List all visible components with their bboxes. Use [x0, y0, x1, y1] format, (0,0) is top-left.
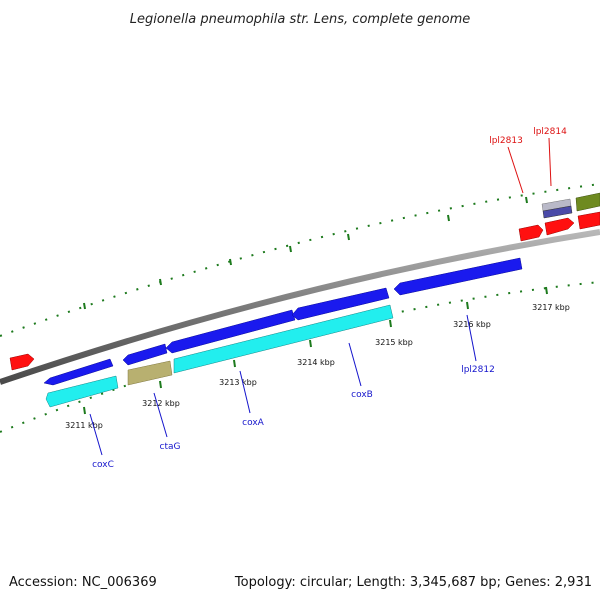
gene-label-lpl2813: lpl2813 [489, 136, 523, 146]
tick-label: 3212 kbp [142, 399, 180, 408]
gene-arrow-forward [43, 358, 114, 386]
gene-labels: coxC ctaG coxA coxB lpl2812 lpl2813 lpl2… [92, 127, 567, 470]
gene-arrow-green [575, 192, 600, 212]
tick-label: 3215 kbp [375, 338, 413, 347]
tick-label: 3213 kbp [219, 378, 257, 387]
gene-arrow-forward [165, 309, 296, 354]
gene-arrow-forward [291, 287, 390, 321]
tick-label: 3211 kbp [65, 421, 103, 430]
outer-tick-track [0, 183, 600, 337]
gene-arrow-forward [122, 343, 168, 366]
accession-text: Accession: NC_006369 [9, 575, 157, 590]
gene-arrow-red [9, 353, 35, 371]
gene-arrow-navy [542, 205, 573, 219]
tick-label: 3216 kbp [453, 320, 491, 329]
tick-label: 3214 kbp [297, 358, 335, 367]
genome-summary-text: Topology: circular; Length: 3,345,687 bp… [234, 575, 592, 590]
gene-label-leaders [89, 137, 552, 456]
tick-label: 3217 kbp [532, 303, 570, 312]
map-title: Legionella pneumophila str. Lens, comple… [130, 12, 471, 27]
gene-arrow-reverse [173, 304, 394, 374]
gene-label-lpl2812: lpl2812 [461, 365, 495, 375]
genome-backbone [0, 229, 600, 385]
gene-arrow-forward [393, 257, 523, 296]
gene-label-coxb: coxB [351, 390, 373, 400]
gene-label-ctag: ctaG [160, 442, 181, 452]
right-side-genes [9, 192, 600, 371]
gene-label-coxa: coxA [242, 418, 265, 428]
reverse-strand-genes [45, 304, 394, 408]
inner-tick-track [0, 281, 600, 433]
outer-major-ticks [83, 196, 528, 310]
gene-arrow-reverse [127, 360, 173, 386]
gene-label-lpl2814: lpl2814 [533, 127, 567, 137]
forward-strand-genes [43, 257, 523, 386]
gene-arrow-red [518, 224, 544, 242]
inner-major-ticks [83, 286, 548, 415]
gene-label-coxc: coxC [92, 460, 114, 470]
gene-arrow-red [544, 217, 575, 236]
gene-arrow-red [577, 211, 600, 230]
gene-arrow-reverse [45, 375, 119, 408]
kbp-tick-labels: 3211 kbp 3212 kbp 3213 kbp 3214 kbp 3215… [65, 303, 570, 430]
